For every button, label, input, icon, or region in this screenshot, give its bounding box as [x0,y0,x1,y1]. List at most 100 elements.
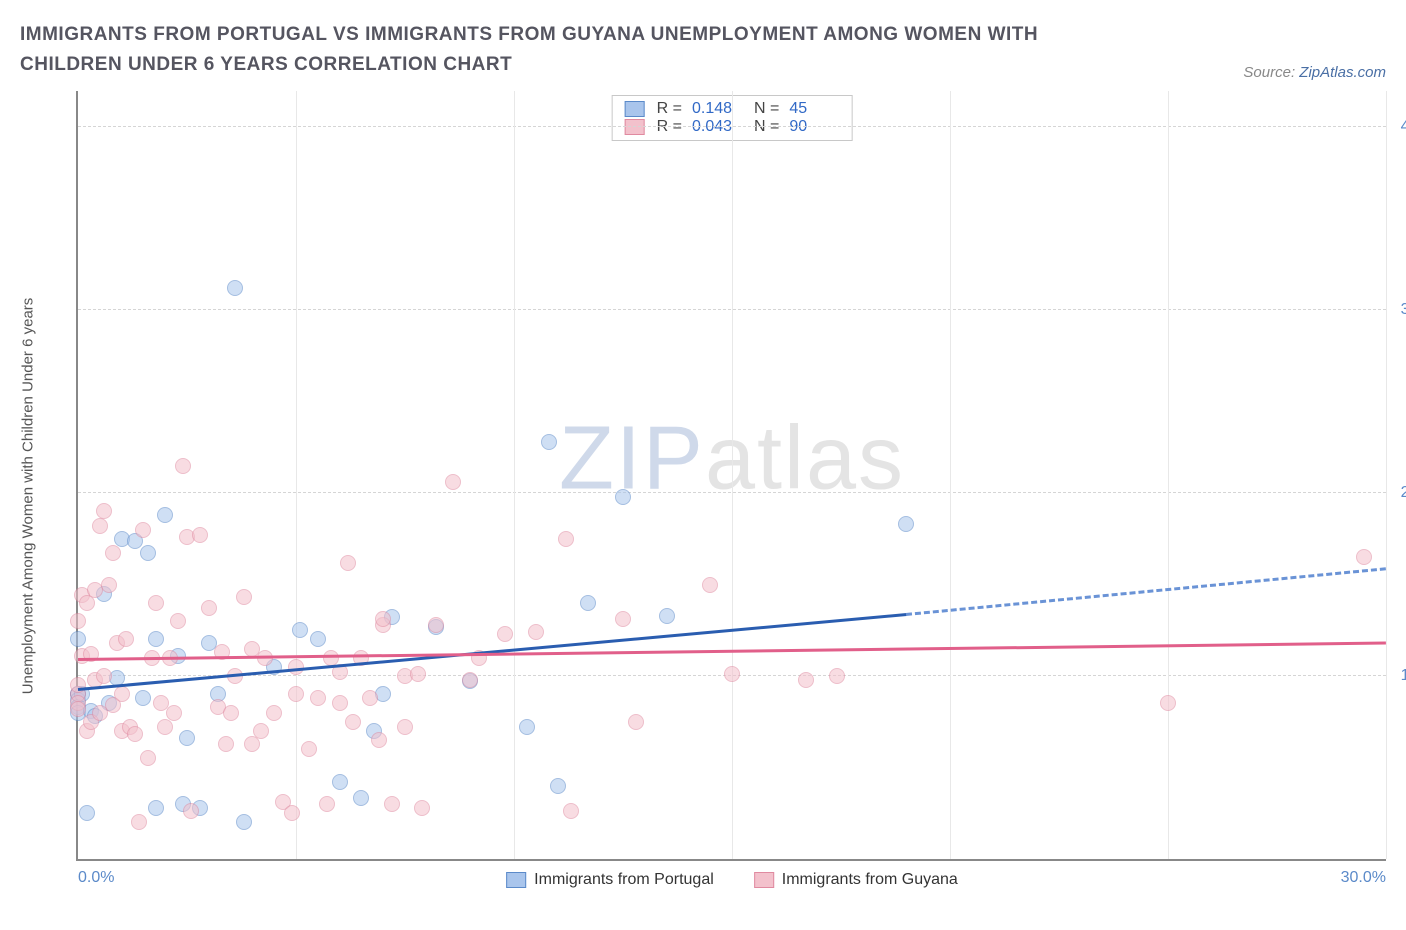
data-point [410,666,426,682]
data-point [319,796,335,812]
data-point [148,595,164,611]
data-point [79,805,95,821]
data-point [659,608,675,624]
data-point [284,805,300,821]
data-point [148,631,164,647]
y-tick-label: 10.0% [1391,667,1406,685]
data-point [140,750,156,766]
legend-item-guyana: Immigrants from Guyana [754,871,958,889]
data-point [157,719,173,735]
data-point [558,531,574,547]
data-point [332,774,348,790]
plot-wrap: Unemployment Among Women with Children U… [20,91,1386,901]
watermark-zip: ZIP [559,409,705,509]
plot-area: ZIPatlas R = 0.148 N = 45 R = 0.043 N = … [76,91,1386,861]
data-point [724,666,740,682]
data-point [179,730,195,746]
data-point [702,577,718,593]
data-point [519,719,535,735]
gridline-v [1386,91,1387,859]
gridline-v [950,91,951,859]
data-point [292,622,308,638]
data-point [353,790,369,806]
legend-series: Immigrants from Portugal Immigrants from… [506,871,958,889]
swatch-portugal-icon [506,872,526,888]
y-tick-label: 40.0% [1391,118,1406,136]
data-point [131,814,147,830]
data-point [1356,549,1372,565]
data-point [70,613,86,629]
gridline-v [296,91,297,859]
data-point [375,611,391,627]
data-point [550,778,566,794]
data-point [528,624,544,640]
data-point [96,503,112,519]
data-point [288,686,304,702]
data-point [497,626,513,642]
data-point [628,714,644,730]
data-point [898,516,914,532]
data-point [114,686,130,702]
data-point [615,489,631,505]
watermark-atlas: atlas [705,409,905,509]
gridline-v [514,91,515,859]
source-attribution: Source: ZipAtlas.com [1243,64,1386,81]
source-link[interactable]: ZipAtlas.com [1299,64,1386,81]
source-label: Source: [1243,64,1295,81]
data-point [183,803,199,819]
correlation-chart: IMMIGRANTS FROM PORTUGAL VS IMMIGRANTS F… [20,20,1386,901]
series-name-guyana: Immigrants from Guyana [782,871,958,889]
r-value-portugal: 0.148 [692,100,742,118]
data-point [397,719,413,735]
n-value-portugal: 45 [789,100,839,118]
data-point [223,705,239,721]
data-point [332,695,348,711]
data-point [170,613,186,629]
data-point [384,796,400,812]
data-point [615,611,631,627]
data-point [310,690,326,706]
data-point [362,690,378,706]
data-point [266,705,282,721]
data-point [236,814,252,830]
r-label: R = [657,100,682,118]
data-point [428,617,444,633]
y-tick-label: 30.0% [1391,301,1406,319]
data-point [541,434,557,450]
data-point [218,736,234,752]
data-point [310,631,326,647]
data-point [148,800,164,816]
data-point [70,631,86,647]
data-point [580,595,596,611]
trend-line [906,567,1386,616]
data-point [166,705,182,721]
data-point [301,741,317,757]
data-point [829,668,845,684]
x-tick-label: 30.0% [1341,869,1386,887]
gridline-v [1168,91,1169,859]
data-point [140,545,156,561]
data-point [92,518,108,534]
data-point [345,714,361,730]
legend-item-portugal: Immigrants from Portugal [506,871,714,889]
data-point [175,458,191,474]
chart-title: IMMIGRANTS FROM PORTUGAL VS IMMIGRANTS F… [20,20,1120,81]
data-point [798,672,814,688]
data-point [101,577,117,593]
data-point [445,474,461,490]
swatch-guyana-icon [754,872,774,888]
data-point [157,507,173,523]
data-point [135,522,151,538]
data-point [371,732,387,748]
data-point [414,800,430,816]
data-point [340,555,356,571]
data-point [462,672,478,688]
data-point [118,631,134,647]
series-name-portugal: Immigrants from Portugal [534,871,714,889]
y-axis-label: Unemployment Among Women with Children U… [20,297,37,694]
data-point [96,668,112,684]
data-point [105,545,121,561]
data-point [563,803,579,819]
swatch-portugal-icon [625,101,645,117]
data-point [201,600,217,616]
